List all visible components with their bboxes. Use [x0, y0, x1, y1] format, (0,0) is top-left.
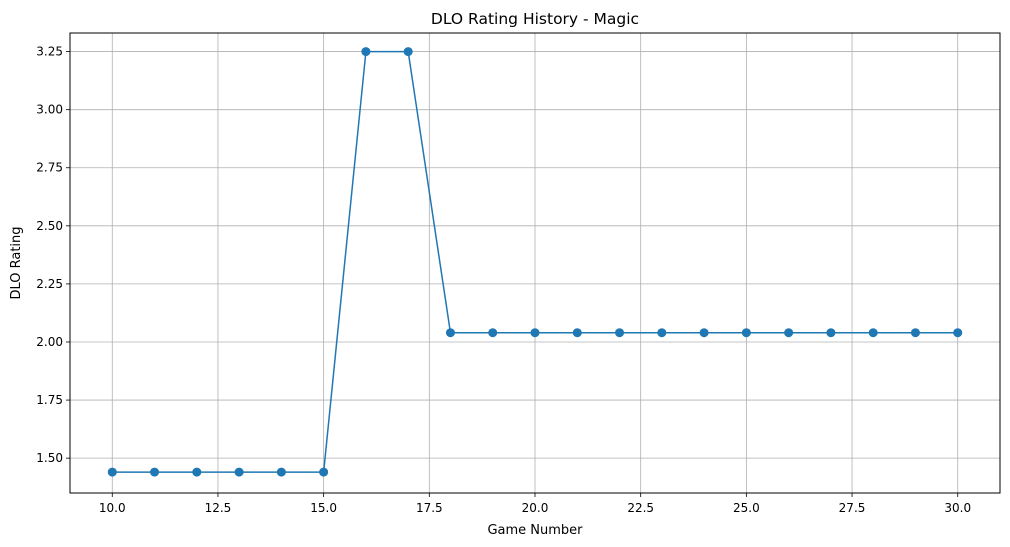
data-point: [319, 467, 329, 477]
x-tick-label: 17.5: [416, 501, 443, 515]
x-axis-ticks: 10.0 12.5 15.0 17.5 20.0 22.5 25.0 27.5 30.0: [99, 493, 971, 515]
x-tick-label: 15.0: [310, 501, 337, 515]
x-tick-label: 30.0: [944, 501, 971, 515]
data-point: [234, 467, 244, 477]
x-tick-label: 25.0: [733, 501, 760, 515]
data-point: [868, 328, 878, 338]
data-point: [530, 328, 540, 338]
y-tick-label: 1.50: [36, 451, 63, 465]
data-point: [741, 328, 751, 338]
y-axis-ticks: 1.50 1.75 2.00 2.25 2.50 2.75 3.00 3.25: [36, 45, 70, 465]
y-axis-title: DLO Rating: [9, 226, 24, 299]
data-point: [699, 328, 709, 338]
y-tick-label: 2.50: [36, 219, 63, 233]
data-point: [488, 328, 498, 338]
x-tick-label: 27.5: [839, 501, 866, 515]
series-layer: [107, 47, 963, 477]
x-axis-title: Game Number: [487, 523, 583, 538]
chart-title: DLO Rating History - Magic: [431, 10, 639, 28]
x-tick-label: 20.0: [522, 501, 549, 515]
x-tick-label: 12.5: [205, 501, 232, 515]
data-point: [192, 467, 202, 477]
y-tick-label: 2.25: [36, 277, 63, 291]
data-point: [572, 328, 582, 338]
y-tick-label: 2.00: [36, 335, 63, 349]
data-point: [403, 47, 413, 57]
x-tick-label: 10.0: [99, 501, 126, 515]
data-point: [826, 328, 836, 338]
data-point: [107, 467, 117, 477]
data-point: [276, 467, 286, 477]
data-point: [615, 328, 625, 338]
data-point: [910, 328, 920, 338]
data-point: [953, 328, 963, 338]
y-tick-label: 3.00: [36, 103, 63, 117]
x-tick-label: 22.5: [627, 501, 654, 515]
y-tick-label: 1.75: [36, 393, 63, 407]
plot-frame: [69, 32, 1001, 494]
data-point: [657, 328, 667, 338]
data-point: [784, 328, 794, 338]
y-tick-label: 2.75: [36, 161, 63, 175]
data-point: [361, 47, 371, 57]
data-point: [150, 467, 160, 477]
data-point: [445, 328, 455, 338]
grid-lines: [70, 33, 1000, 493]
y-tick-label: 3.25: [36, 45, 63, 59]
